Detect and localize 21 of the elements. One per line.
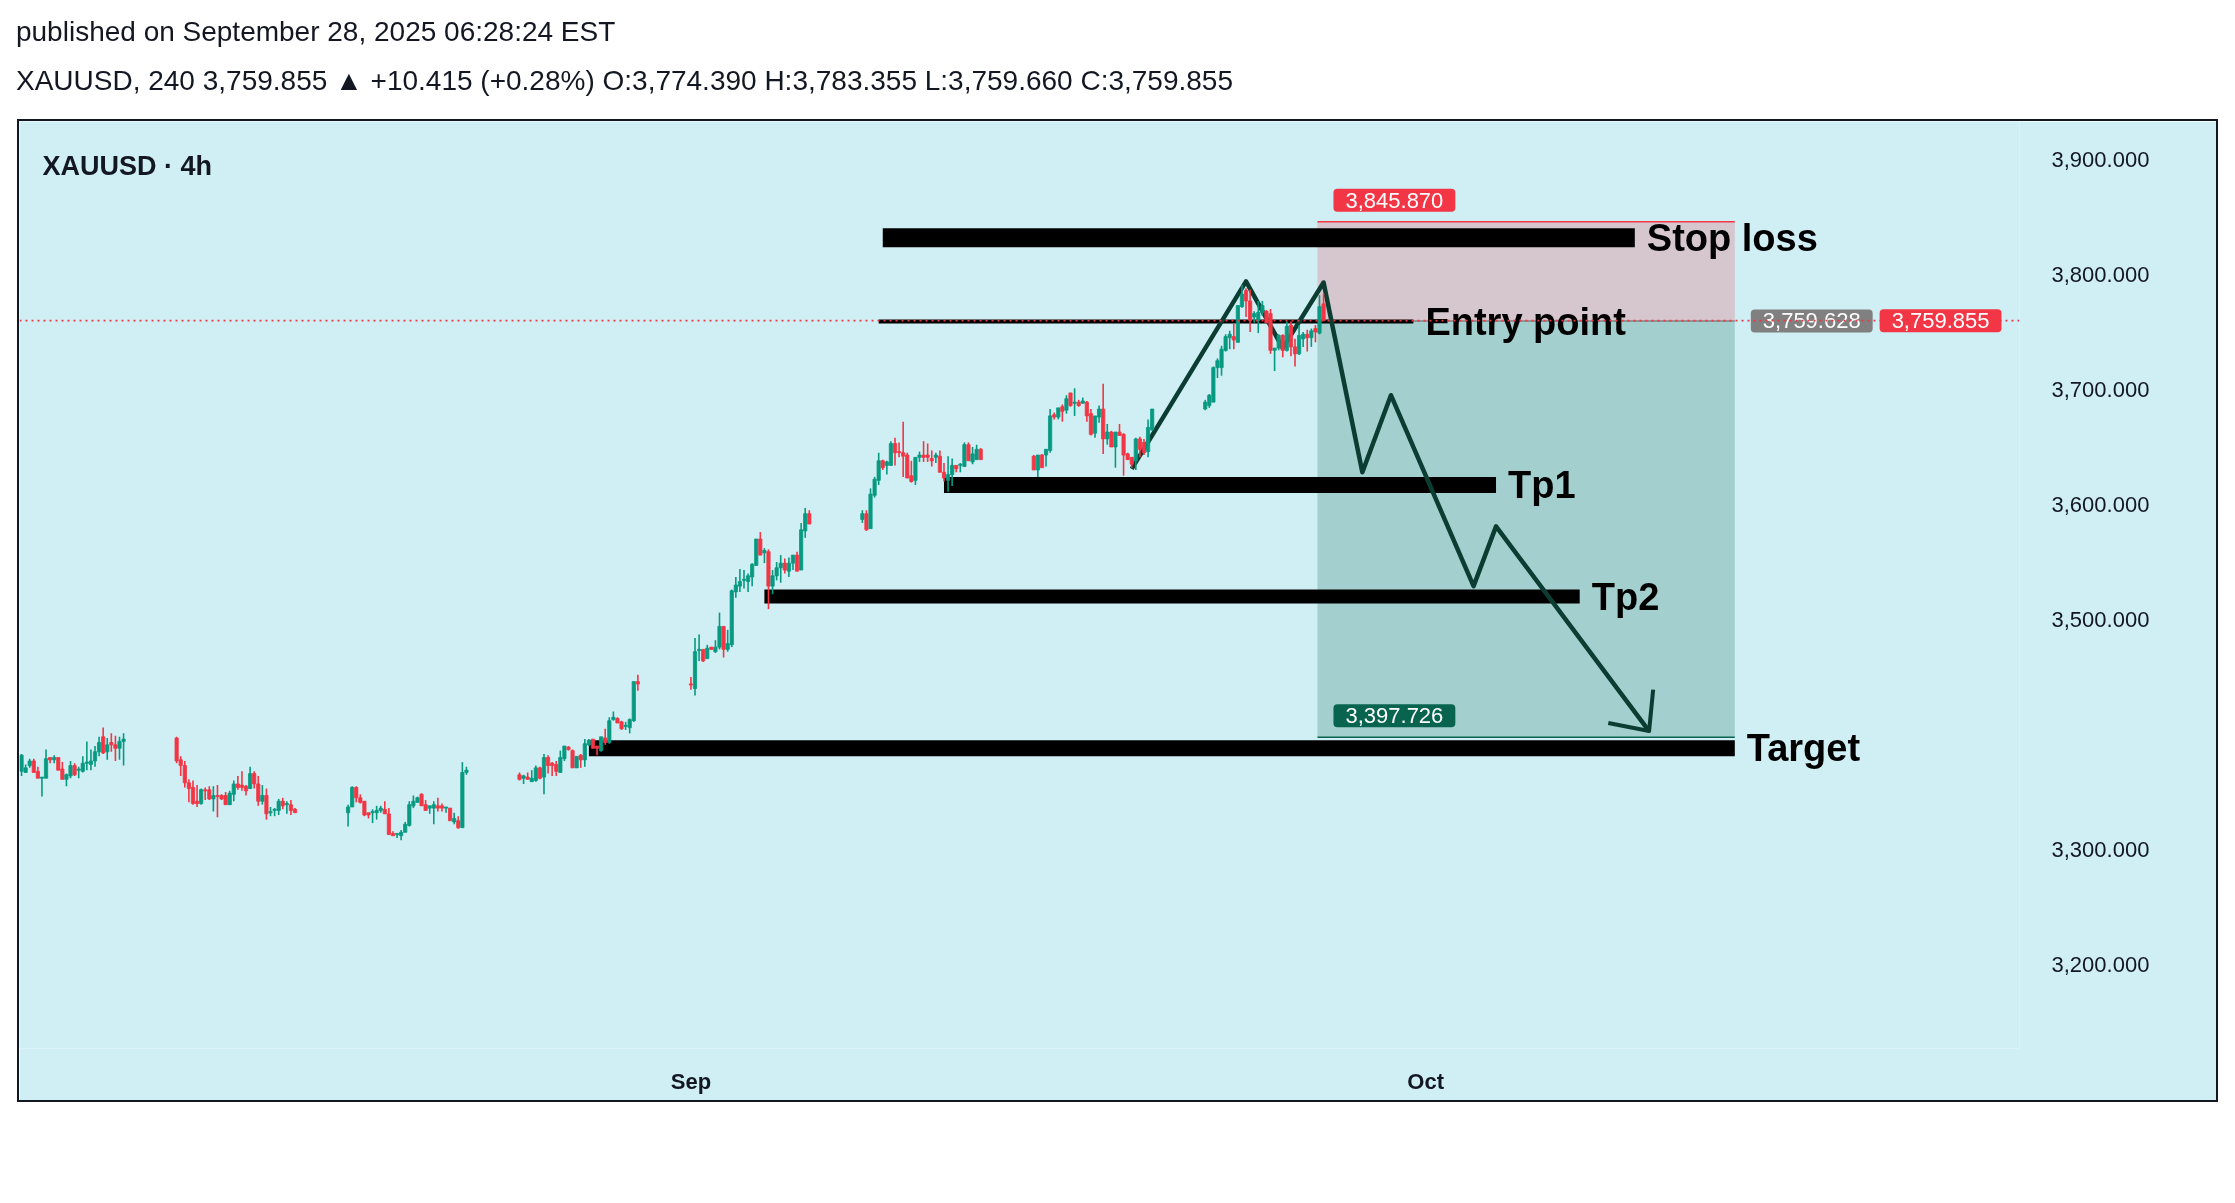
ref-line-label: 3,759.855 [1891, 308, 1990, 334]
x-tick-label: Sep [670, 1068, 712, 1094]
series-label: Entry point [1425, 300, 1627, 343]
y-tick-label: 3,700.000 [2051, 376, 2150, 402]
y-tick-label: 3,200.000 [2051, 952, 2150, 978]
data-label: 3,845.870 [1345, 187, 1444, 213]
data-label: 3,759.628 [1762, 308, 1861, 334]
series-label: Target [1746, 727, 1861, 770]
y-tick-label: 3,600.000 [2051, 491, 2150, 517]
x-tick-label: Oct [1407, 1068, 1445, 1094]
data-label: 3,397.726 [1345, 703, 1444, 729]
y-tick-label: 3,900.000 [2051, 146, 2150, 172]
text: XAUUSD · 4h [42, 150, 213, 181]
y-tick-label: 3,300.000 [2051, 837, 2150, 863]
y-tick-label: 3,500.000 [2051, 607, 2150, 632]
y-tick-label: 3,800.000 [2051, 261, 2150, 287]
series-label: Stop loss [1646, 216, 1818, 259]
series-label: Tp1 [1508, 463, 1576, 506]
chart-subtitle: XAUUSD, 240 3,759.855 ▲ +10.415 (+0.28%) O:3,774.390 H:3,783.355 L:3,759.660 C:3,759.855 [15, 65, 1233, 96]
series-label: Tp2 [1591, 575, 1660, 618]
text: published on September 28, 2025 06:28:24 EST [15, 16, 616, 47]
